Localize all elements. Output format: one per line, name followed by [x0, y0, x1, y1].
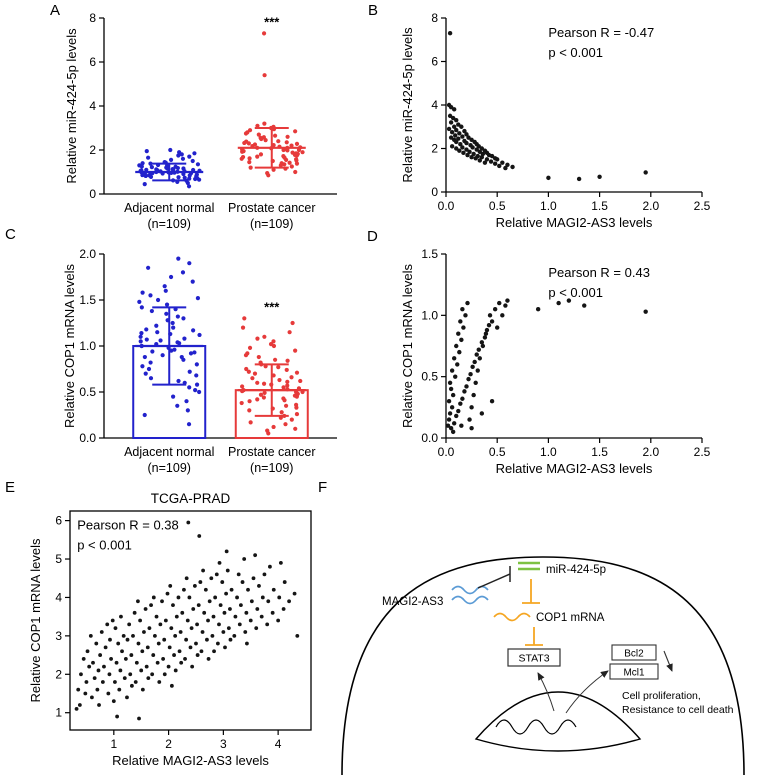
svg-text:***: *** — [264, 299, 280, 314]
svg-text:***: *** — [264, 14, 280, 29]
svg-text:3: 3 — [55, 629, 62, 643]
svg-text:5: 5 — [55, 552, 62, 566]
svg-text:1.0: 1.0 — [540, 199, 557, 213]
panel-c-label: C — [5, 226, 16, 243]
svg-text:Relative MAGI2-AS3 levels: Relative MAGI2-AS3 levels — [496, 215, 653, 230]
svg-text:2: 2 — [431, 142, 438, 156]
svg-text:3: 3 — [220, 737, 227, 751]
svg-text:Relative COP1 mRNA levels: Relative COP1 mRNA levels — [62, 264, 77, 428]
svg-text:Cell proliferation,: Cell proliferation, — [622, 690, 701, 702]
svg-text:0.5: 0.5 — [421, 370, 438, 384]
svg-text:2.0: 2.0 — [642, 445, 659, 459]
svg-text:1.0: 1.0 — [421, 308, 438, 322]
svg-text:COP1 mRNA: COP1 mRNA — [536, 612, 605, 624]
svg-text:p < 0.001: p < 0.001 — [548, 45, 603, 60]
svg-text:2: 2 — [89, 143, 96, 157]
svg-text:Relative COP1 mRNA levels: Relative COP1 mRNA levels — [28, 538, 43, 702]
svg-text:Mcl1: Mcl1 — [623, 668, 645, 679]
svg-text:4: 4 — [431, 98, 438, 112]
svg-text:MAGI2-AS3: MAGI2-AS3 — [382, 596, 443, 608]
panel-a-dot-plot: 0 2 4 6 8 Relative miR-424-5p levels Adjacent … — [64, 11, 337, 231]
svg-text:miR-424-5p: miR-424-5p — [546, 564, 606, 576]
svg-text:Relative COP1 mRNA levels: Relative COP1 mRNA levels — [400, 264, 415, 428]
svg-text:Adjacent normal: Adjacent normal — [124, 201, 214, 215]
svg-text:Adjacent normal: Adjacent normal — [124, 445, 214, 459]
panel-b-label: B — [368, 2, 379, 19]
svg-text:0: 0 — [89, 187, 96, 201]
svg-text:Prostate cancer: Prostate cancer — [228, 445, 316, 459]
svg-text:Bcl2: Bcl2 — [624, 649, 644, 660]
svg-text:(n=109): (n=109) — [250, 217, 293, 231]
svg-text:TCGA-PRAD: TCGA-PRAD — [151, 491, 231, 506]
svg-text:0.0: 0.0 — [438, 199, 455, 213]
svg-text:STAT3: STAT3 — [518, 653, 549, 665]
panel-a-label: A — [50, 2, 61, 19]
svg-text:8: 8 — [431, 11, 438, 25]
panel-d-label: D — [367, 228, 378, 245]
svg-text:0.0: 0.0 — [421, 431, 438, 445]
svg-text:p < 0.001: p < 0.001 — [548, 285, 603, 300]
svg-text:1.5: 1.5 — [421, 247, 438, 261]
svg-text:4: 4 — [89, 99, 96, 113]
svg-text:2.5: 2.5 — [694, 445, 711, 459]
svg-text:1.5: 1.5 — [79, 293, 96, 307]
svg-text:2: 2 — [55, 667, 62, 681]
panel-f-pathway-diagram: MAGI2-AS3 miR-424-5p COP1 mRNA STAT3 Bcl2 Mcl… — [341, 556, 745, 776]
svg-text:0.5: 0.5 — [489, 199, 506, 213]
svg-text:(n=109): (n=109) — [148, 217, 191, 231]
svg-text:(n=109): (n=109) — [250, 461, 293, 475]
svg-text:Pearson R = -0.47: Pearson R = -0.47 — [548, 25, 654, 40]
svg-text:6: 6 — [55, 514, 62, 528]
svg-text:Relative miR-424-5p levels: Relative miR-424-5p levels — [400, 27, 415, 183]
svg-text:4: 4 — [275, 737, 282, 751]
svg-text:2.0: 2.0 — [79, 247, 96, 261]
svg-text:1: 1 — [55, 706, 62, 720]
svg-text:(n=109): (n=109) — [148, 461, 191, 475]
panel-b-scatter-plot: 0.0 0.5 1.0 1.5 2.0 2.5 0 2 4 6 8 Relative MAGI2-AS… — [400, 11, 711, 230]
svg-text:Relative MAGI2-AS3 levels: Relative MAGI2-AS3 levels — [496, 461, 653, 476]
svg-text:1.0: 1.0 — [79, 339, 96, 353]
panel-f-label: F — [318, 479, 328, 496]
svg-text:p < 0.001: p < 0.001 — [77, 538, 132, 553]
svg-text:1.5: 1.5 — [591, 199, 608, 213]
svg-text:0.0: 0.0 — [438, 445, 455, 459]
svg-text:Pearson R = 0.38: Pearson R = 0.38 — [77, 518, 179, 533]
svg-text:8: 8 — [89, 11, 96, 25]
svg-text:Resistance to cell death: Resistance to cell death — [622, 704, 734, 716]
svg-text:Prostate cancer: Prostate cancer — [228, 201, 316, 215]
svg-text:0.5: 0.5 — [79, 385, 96, 399]
panel-d-scatter-plot: 0.0 0.5 1.0 1.5 2.0 2.5 0.0 0.5 1.0 1.5 Relative M… — [400, 247, 711, 476]
svg-text:2.5: 2.5 — [694, 199, 711, 213]
panel-e-label: E — [5, 479, 16, 496]
svg-text:0: 0 — [431, 185, 438, 199]
svg-text:2.0: 2.0 — [642, 199, 659, 213]
panel-e-scatter-plot: 1 2 3 4 1 2 3 4 5 6 Relative MAGI2-AS3 levels Relat… — [28, 491, 312, 768]
svg-text:0.0: 0.0 — [79, 431, 96, 445]
svg-text:4: 4 — [55, 590, 62, 604]
svg-text:6: 6 — [431, 55, 438, 69]
svg-text:1.0: 1.0 — [540, 445, 557, 459]
svg-text:2: 2 — [165, 737, 172, 751]
svg-text:Relative MAGI2-AS3 levels: Relative MAGI2-AS3 levels — [112, 753, 269, 768]
svg-text:Pearson R = 0.43: Pearson R = 0.43 — [548, 265, 650, 280]
svg-text:6: 6 — [89, 55, 96, 69]
svg-text:1: 1 — [110, 737, 117, 751]
svg-text:0.5: 0.5 — [489, 445, 506, 459]
svg-text:Relative miR-424-5p levels: Relative miR-424-5p levels — [64, 28, 79, 184]
svg-text:1.5: 1.5 — [591, 445, 608, 459]
